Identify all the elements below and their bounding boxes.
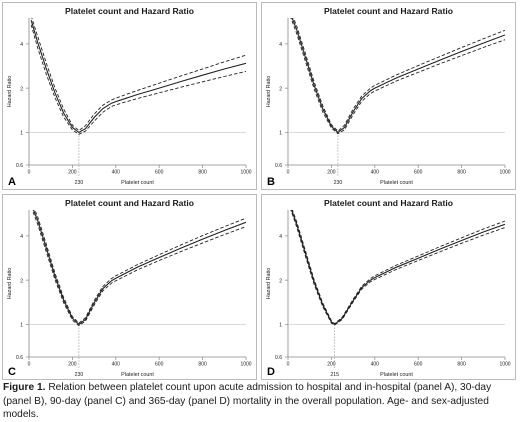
panel-d-xtick-label: 400	[371, 362, 380, 368]
panel-c-xtick-label: 800	[198, 362, 207, 368]
panel-c-xtick-label: 600	[155, 362, 164, 368]
panel-c-series-upper-95ci	[34, 210, 246, 324]
panel-d-xtick-label: 0	[287, 362, 290, 368]
panel-b-xtick-label: 200	[327, 170, 336, 176]
panel-c-ytick-label: 2	[20, 278, 23, 284]
panel-d-ytick-label: 1	[279, 323, 282, 329]
panel-b-xtick-label: 600	[414, 170, 423, 176]
panel-c: Platelet count and Hazard Ratio 0.6 1 2 4 0 20…	[2, 194, 257, 380]
panel-c-xtick-label: 0	[28, 362, 31, 368]
figure-area: Platelet count and Hazard Ratio 0.6 1 2 4 0 20…	[2, 2, 516, 380]
panel-a-ytick-label: 0.6	[16, 163, 23, 169]
panel-c-ytick-label: 0.6	[16, 355, 23, 361]
panel-a: Platelet count and Hazard Ratio 0.6 1 2 4 0 20…	[2, 2, 257, 190]
panel-d-ylabel: Hazard Ratio	[266, 268, 272, 299]
panel-b-series-estimate	[291, 18, 505, 134]
panel-b-xtick-label: 1000	[499, 170, 510, 176]
panel-d-title: Platelet count and Hazard Ratio	[324, 198, 453, 208]
panel-a-xlabel: Platelet count	[121, 180, 154, 186]
panel-a-frame	[2, 2, 257, 190]
panel-d-series-estimate	[291, 210, 505, 326]
panel-a-title: Platelet count and Hazard Ratio	[65, 6, 194, 16]
panel-a-series-lower-95ci	[30, 24, 246, 135]
panel-a-xtick-label: 1000	[240, 170, 251, 176]
panel-c-xtick-label: 400	[112, 362, 121, 368]
panel-c-letter: C	[8, 366, 16, 378]
panel-d-series-upper-95ci	[291, 210, 505, 325]
panel-b-xtick-label: 0	[287, 170, 290, 176]
panel-a-optimum-label: 230	[75, 180, 84, 186]
panel-b-ytick-label: 1	[279, 131, 282, 137]
panel-d-xtick-label: 800	[457, 362, 466, 368]
panel-d-optimum-label: 215	[330, 372, 339, 378]
panel-b-xtick-label: 400	[371, 170, 380, 176]
panel-d-xtick-label: 1000	[499, 362, 510, 368]
panel-d-ytick-label: 0.6	[275, 355, 282, 361]
panel-b-series-lower-95ci	[290, 18, 505, 135]
panel-c-xtick-label: 1000	[240, 362, 251, 368]
panel-b-letter: B	[267, 176, 275, 188]
panel-b-xlabel: Platelet count	[380, 180, 413, 186]
panel-a-xtick-label: 600	[155, 170, 164, 176]
caption-label: Figure 1.	[3, 382, 46, 393]
panel-a-xtick-label: 200	[68, 170, 77, 176]
panel-d-xlabel: Platelet count	[380, 372, 413, 378]
panel-b: Platelet count and Hazard Ratio 0.6 1 2 4 0 20…	[261, 2, 516, 190]
panel-a-series-upper-95ci	[31, 18, 246, 132]
panel-b-title: Platelet count and Hazard Ratio	[324, 6, 453, 16]
panel-d-ytick-label: 4	[279, 234, 282, 240]
panel-c-optimum-label: 230	[75, 372, 84, 378]
panel-a-ytick-label: 2	[20, 86, 23, 92]
panel-b-series-upper-95ci	[292, 18, 505, 132]
panel-d-series-lower-95ci	[290, 210, 505, 326]
panel-d-letter: D	[267, 366, 275, 378]
panel-b-ytick-label: 2	[279, 86, 282, 92]
panel-c-title: Platelet count and Hazard Ratio	[65, 198, 194, 208]
panel-c-series-lower-95ci	[31, 210, 246, 327]
panel-b-optimum-label: 230	[334, 180, 343, 186]
panel-a-xtick-label: 800	[198, 170, 207, 176]
panel-b-ylabel: Hazard Ratio	[266, 76, 272, 107]
panel-a-series-estimate	[30, 20, 246, 134]
panel-b-xtick-label: 800	[457, 170, 466, 176]
panel-c-ylabel: Hazard Ratio	[7, 268, 13, 299]
panel-d-xtick-label: 200	[327, 362, 336, 368]
panel-b-ytick-label: 4	[279, 42, 282, 48]
panel-c-xtick-label: 200	[68, 362, 77, 368]
panel-a-letter: A	[8, 176, 16, 188]
panel-b-frame	[261, 2, 516, 190]
panel-c-xlabel: Platelet count	[121, 372, 154, 378]
panel-c-ytick-label: 1	[20, 323, 23, 329]
panel-a-ytick-label: 1	[20, 131, 23, 137]
panel-d-frame	[261, 194, 516, 380]
panel-a-ytick-label: 4	[20, 42, 23, 48]
panel-c-ytick-label: 4	[20, 234, 23, 240]
panel-d-xtick-label: 600	[414, 362, 423, 368]
panel-b-ytick-label: 0.6	[275, 163, 282, 169]
panel-a-xtick-label: 0	[28, 170, 31, 176]
panel-c-frame	[2, 194, 257, 380]
panel-d-ytick-label: 2	[279, 278, 282, 284]
figure-caption: Figure 1. Relation between platelet coun…	[3, 381, 517, 422]
panel-d: Platelet count and Hazard Ratio 0.6 1 2 4 0 20…	[261, 194, 516, 380]
panel-a-xtick-label: 400	[112, 170, 121, 176]
caption-text: Relation between platelet count upon acu…	[3, 382, 492, 420]
panel-c-series-estimate	[32, 210, 246, 326]
panel-a-ylabel: Hazard Ratio	[7, 76, 13, 107]
